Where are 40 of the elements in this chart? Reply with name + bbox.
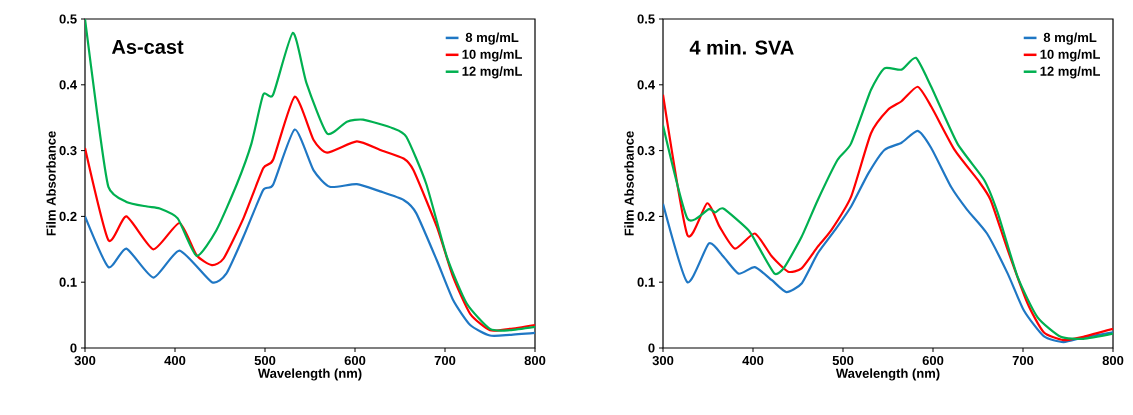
- x-tick-label: 700: [434, 355, 456, 366]
- x-axis-title: Wavelength (nm): [257, 368, 362, 381]
- legend-label: 10 mg/mL: [462, 49, 522, 62]
- y-tick-label: 0.4: [637, 80, 656, 90]
- y-axis-title: Film Absorbance: [46, 131, 56, 236]
- x-tick-label: 400: [164, 355, 186, 366]
- y-tick-label: 0.5: [59, 14, 77, 24]
- line-series: [85, 128, 535, 337]
- text: As-cast: [111, 39, 184, 54]
- y-tick-label: 0.5: [637, 14, 655, 24]
- y-tick-label: 0.2: [637, 211, 655, 221]
- line-series: [85, 95, 535, 332]
- y-tick-label: 0: [648, 343, 655, 353]
- y-tick-label: 0.1: [637, 277, 655, 287]
- y-tick-label: 0.4: [59, 80, 78, 90]
- text: 4 min. SVA: [689, 39, 794, 55]
- legend-label: 8 mg/mL: [1043, 32, 1097, 45]
- y-tick-label: 0.3: [59, 145, 77, 156]
- legend-label: 8 mg/mL: [465, 32, 519, 45]
- legend-label: 12 mg/mL: [462, 66, 522, 79]
- x-tick-label: 400: [742, 355, 764, 366]
- line-series: [663, 129, 1114, 344]
- legend-label: 12 mg/mL: [1040, 66, 1101, 79]
- y-tick-label: 0: [70, 343, 77, 353]
- legend-label: 10 mg/mL: [1040, 49, 1101, 62]
- y-axis-title: Film Absorbance: [624, 131, 634, 236]
- x-tick-label: 800: [1102, 355, 1124, 366]
- x-tick-label: 500: [254, 355, 276, 366]
- y-tick-label: 0.1: [59, 277, 77, 287]
- x-tick-label: 800: [524, 355, 546, 366]
- x-tick-label: 700: [1012, 355, 1034, 366]
- x-tick-label: 300: [652, 355, 674, 366]
- x-tick-label: 600: [922, 355, 944, 366]
- x-tick-label: 300: [74, 355, 96, 366]
- y-tick-label: 0.2: [59, 211, 77, 221]
- y-tick-label: 0.3: [637, 145, 655, 156]
- x-tick-label: 600: [344, 355, 366, 366]
- x-tick-label: 500: [832, 355, 854, 366]
- line-series: [85, 19, 535, 332]
- x-axis-title: Wavelength (nm): [835, 368, 940, 381]
